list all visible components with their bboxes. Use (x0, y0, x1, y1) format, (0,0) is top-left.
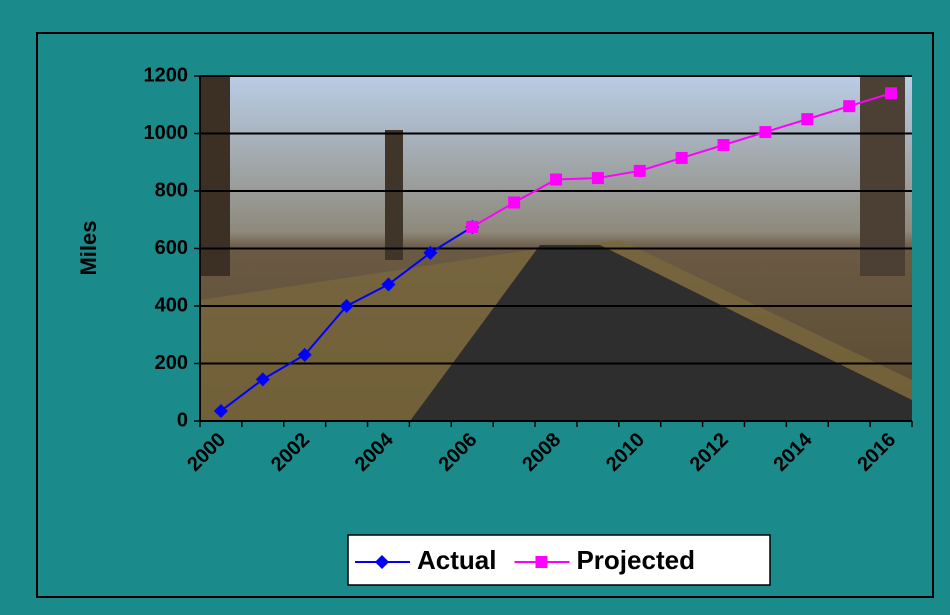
y-axis-label: Miles (76, 220, 101, 275)
chart-border (36, 32, 934, 598)
data-point (508, 196, 521, 209)
data-point (423, 245, 438, 260)
data-point (675, 151, 688, 164)
data-point (591, 172, 604, 185)
data-point (381, 277, 396, 292)
data-point (885, 87, 898, 100)
data-point (843, 100, 856, 113)
data-point (213, 403, 228, 418)
data-point (717, 139, 730, 151)
data-point (297, 347, 312, 362)
data-point (255, 372, 270, 387)
y-tick-label: 1000 (144, 122, 189, 144)
legend-label: Projected (576, 545, 695, 575)
y-tick-label: 0 (177, 409, 188, 431)
data-point (550, 173, 562, 186)
data-point (801, 113, 814, 126)
legend-marker (535, 556, 548, 568)
y-tick-label: 600 (155, 237, 188, 259)
y-tick-label: 400 (155, 294, 188, 316)
legend-marker (375, 555, 389, 569)
y-tick-label: 200 (155, 352, 188, 374)
y-tick-label: 1200 (144, 64, 189, 86)
data-point (466, 220, 479, 233)
data-point (339, 299, 354, 313)
legend-label: Actual (417, 545, 496, 575)
data-point (759, 126, 772, 139)
data-point (633, 164, 646, 177)
y-tick-label: 800 (155, 179, 188, 201)
legend-box (347, 534, 771, 586)
